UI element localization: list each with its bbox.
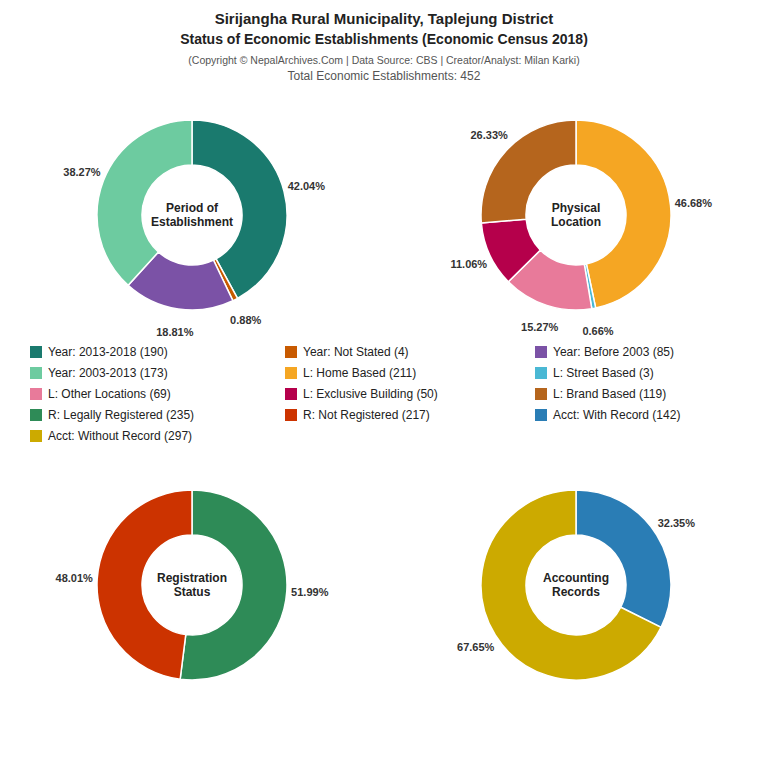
data-labels: 42.04% 0.88% 18.81% 38.27% — [63, 166, 325, 337]
title: Status of Economic Establishments (Econo… — [180, 31, 588, 47]
legend-swatch — [535, 388, 547, 400]
legend-swatch — [535, 409, 547, 421]
legend-label: Acct: With Record (142) — [553, 408, 680, 422]
legend-swatch — [535, 367, 547, 379]
chart-title: Period ofEstablishment — [151, 201, 233, 229]
subtitle: Total Economic Establishments: 452 — [288, 69, 481, 83]
slices — [97, 120, 287, 310]
data-label: 0.66% — [582, 325, 613, 337]
data-label: 0.88% — [230, 314, 261, 326]
legend-label: L: Street Based (3) — [553, 366, 654, 380]
data-label: 51.99% — [291, 586, 329, 598]
data-labels: 46.68% 0.66% 15.27% 11.06% 26.33% — [450, 129, 712, 337]
legend-item: L: Brand Based (119) — [535, 387, 666, 401]
legend-swatch — [285, 346, 297, 358]
slices — [481, 490, 671, 680]
data-label: 15.27% — [521, 321, 559, 333]
legend-item: L: Street Based (3) — [535, 366, 654, 380]
legend: Year: 2013-2018 (190) Year: Not Stated (4… — [30, 345, 680, 443]
title: Sirijangha Rural Municipality, Taplejung… — [215, 10, 554, 27]
legend-swatch — [285, 388, 297, 400]
data-label: 48.01% — [56, 572, 94, 584]
donut-chart: RegistrationStatus 51.99% 48.01% — [56, 490, 329, 680]
data-label: 26.33% — [470, 129, 508, 141]
data-label: 67.65% — [457, 641, 495, 653]
legend-item: Acct: With Record (142) — [535, 408, 680, 422]
slice — [481, 490, 661, 680]
data-labels: 51.99% 48.01% — [56, 572, 329, 599]
legend-label: R: Not Registered (217) — [303, 408, 430, 422]
legend-swatch — [30, 430, 42, 442]
legend-label: L: Home Based (211) — [303, 366, 416, 380]
legend-label: Year: 2013-2018 (190) — [48, 345, 168, 359]
chart-title: AccountingRecords — [543, 571, 609, 599]
legend-swatch — [535, 346, 547, 358]
data-label: 18.81% — [156, 326, 194, 338]
legend-label: Year: 2003-2013 (173) — [48, 366, 168, 380]
legend-label: L: Brand Based (119) — [553, 387, 666, 401]
legend-swatch — [30, 346, 42, 358]
donut-chart: Period ofEstablishment 42.04% 0.88% 18.81% 3… — [63, 120, 325, 338]
legend-label: L: Other Locations (69) — [48, 387, 171, 401]
data-label: 46.68% — [675, 197, 713, 209]
legend-item: Year: 2013-2018 (190) — [30, 345, 168, 359]
legend-swatch — [30, 388, 42, 400]
legend-item: R: Not Registered (217) — [285, 408, 430, 422]
donut-chart: AccountingRecords 32.35% 67.65% — [457, 490, 695, 680]
legend-item: Year: 2003-2013 (173) — [30, 366, 168, 380]
data-labels: 32.35% 67.65% — [457, 517, 695, 653]
donut-chart: PhysicalLocation 46.68% 0.66% 15.27% 11.06% 2… — [450, 120, 712, 337]
slices — [97, 490, 287, 680]
legend-label: R: Legally Registered (235) — [48, 408, 194, 422]
legend-swatch — [30, 409, 42, 421]
slices — [481, 120, 671, 310]
legend-item: Year: Not Stated (4) — [285, 345, 409, 359]
legend-label: Year: Not Stated (4) — [303, 345, 409, 359]
chart-title: RegistrationStatus — [157, 571, 227, 599]
legend-label: Year: Before 2003 (85) — [553, 345, 674, 359]
data-label: 11.06% — [450, 258, 487, 270]
slice — [481, 219, 540, 282]
data-label: 42.04% — [288, 180, 326, 192]
legend-label: L: Exclusive Building (50) — [303, 387, 438, 401]
legend-item: L: Home Based (211) — [285, 366, 416, 380]
chart-title: PhysicalLocation — [551, 201, 601, 229]
slice — [576, 490, 671, 627]
data-label: 32.35% — [658, 517, 696, 529]
legend-swatch — [285, 367, 297, 379]
legend-item: L: Exclusive Building (50) — [285, 387, 438, 401]
legend-label: Acct: Without Record (297) — [48, 429, 192, 443]
legend-swatch — [285, 409, 297, 421]
legend-item: L: Other Locations (69) — [30, 387, 171, 401]
legend-swatch — [30, 367, 42, 379]
data-label: 38.27% — [63, 166, 101, 178]
subtitle: (Copyright © NepalArchives.Com | Data So… — [188, 54, 579, 66]
legend-item: Acct: Without Record (297) — [30, 429, 192, 443]
legend-item: Year: Before 2003 (85) — [535, 345, 674, 359]
chart-root: Sirijangha Rural Municipality, Taplejung… — [0, 0, 768, 768]
legend-item: R: Legally Registered (235) — [30, 408, 194, 422]
